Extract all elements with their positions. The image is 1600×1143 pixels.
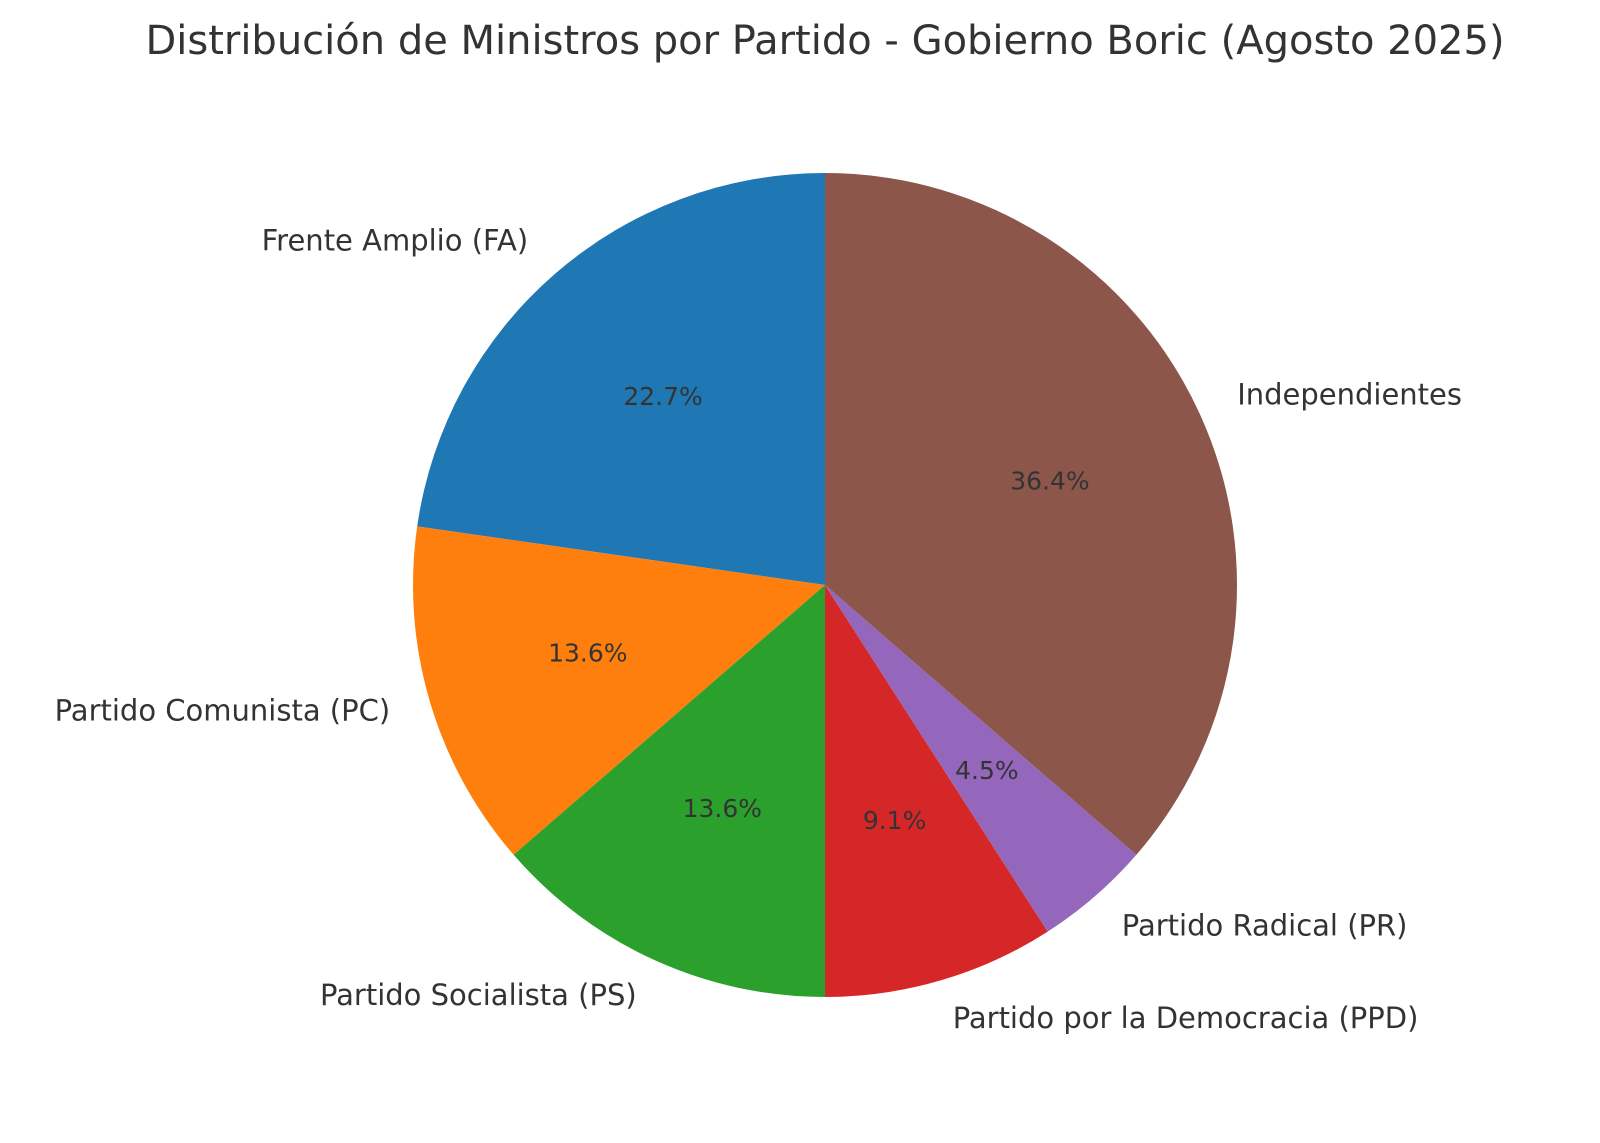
pie-slice: [417, 173, 825, 585]
pie-slice: [513, 585, 825, 997]
slice-percentages: 22.7% 13.6% 13.6% 9.1% 4.5% 36.4%: [548, 382, 1090, 835]
pie-slices: [412, 173, 1237, 998]
slice-label: Partido Comunista (PC): [55, 694, 391, 728]
pie-slice: [825, 173, 1237, 855]
slice-percentage: 4.5%: [955, 756, 1019, 785]
slice-label: Frente Amplio (FA): [262, 224, 529, 258]
slice-percentage: 13.6%: [548, 639, 627, 668]
pie-slice: [825, 585, 1137, 932]
slice-percentage: 13.6%: [683, 794, 762, 823]
slice-percentage: 36.4%: [1010, 466, 1089, 495]
slice-label: Independientes: [1237, 378, 1462, 412]
pie-slice: [412, 526, 825, 855]
slice-label: Partido Socialista (PS): [320, 978, 637, 1012]
slice-label: Partido Radical (PR): [1122, 909, 1408, 943]
slice-percentage: 9.1%: [863, 806, 927, 835]
slice-labels: Frente Amplio (FA) Partido Comunista (PC)…: [55, 224, 1462, 1035]
slice-label: Partido por la Democracia (PPD): [953, 1001, 1419, 1035]
chart-title: Distribución de Ministros por Partido - …: [145, 18, 1504, 64]
pie-slice: [825, 585, 1048, 998]
slice-percentage: 22.7%: [623, 382, 702, 411]
